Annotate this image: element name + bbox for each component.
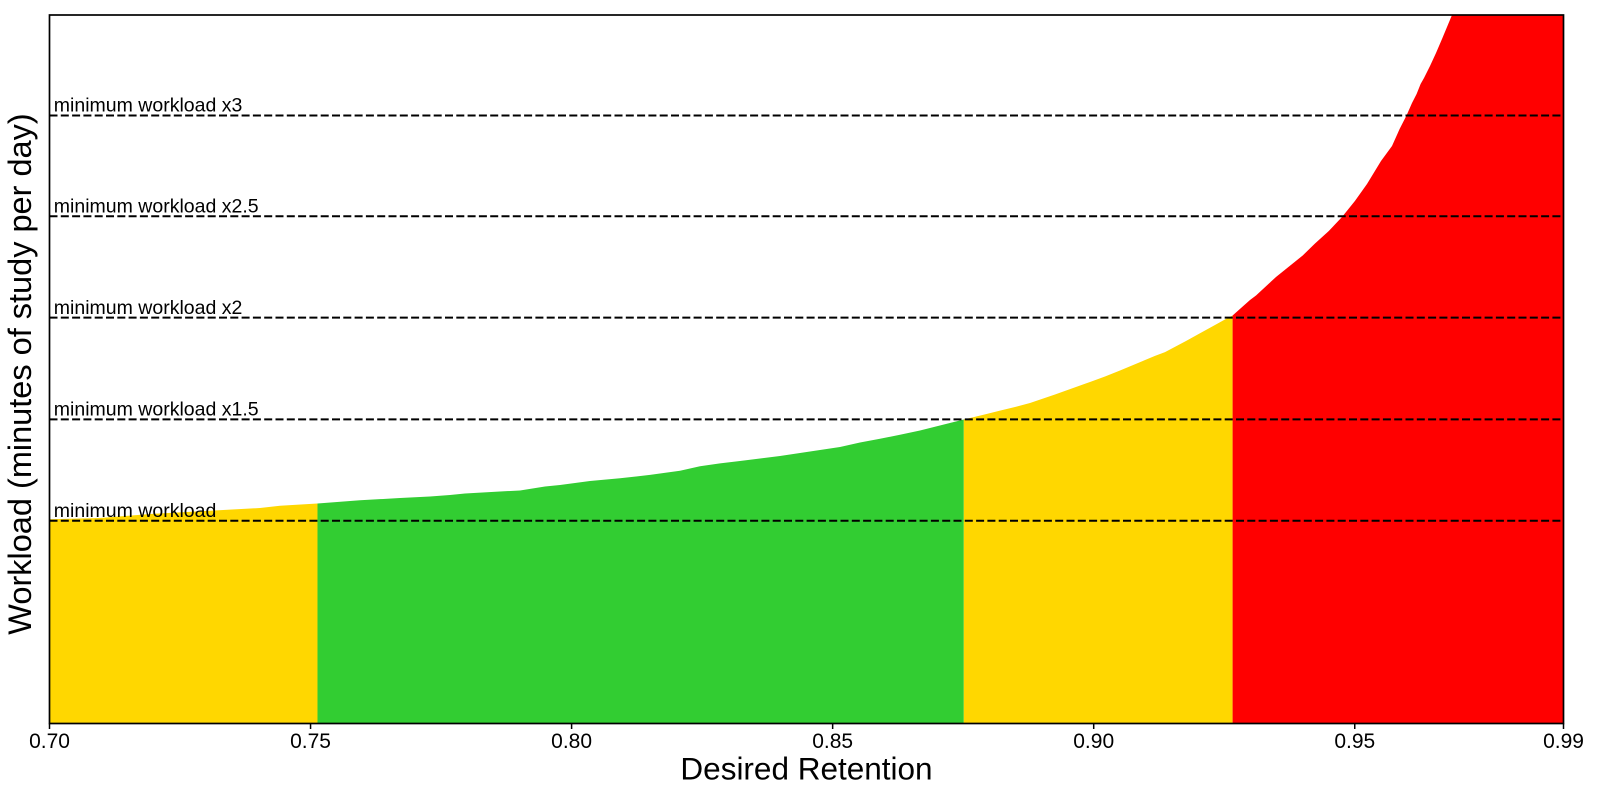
- svg-text:0.70: 0.70: [29, 730, 70, 753]
- svg-text:0.99: 0.99: [1543, 730, 1584, 753]
- svg-text:minimum workload x1.5: minimum workload x1.5: [54, 399, 259, 421]
- svg-text:Workload (minutes of study per: Workload (minutes of study per day): [2, 113, 38, 634]
- svg-text:0.90: 0.90: [1073, 730, 1114, 753]
- svg-text:minimum workload: minimum workload: [54, 500, 217, 522]
- svg-text:minimum workload x2.5: minimum workload x2.5: [54, 196, 259, 218]
- svg-text:Desired Retention: Desired Retention: [680, 751, 932, 787]
- svg-text:0.75: 0.75: [290, 730, 331, 753]
- svg-text:0.80: 0.80: [551, 730, 592, 753]
- svg-text:0.85: 0.85: [812, 730, 853, 753]
- svg-text:minimum workload x3: minimum workload x3: [54, 95, 243, 117]
- svg-text:minimum workload x2: minimum workload x2: [54, 297, 243, 319]
- svg-text:0.95: 0.95: [1334, 730, 1375, 753]
